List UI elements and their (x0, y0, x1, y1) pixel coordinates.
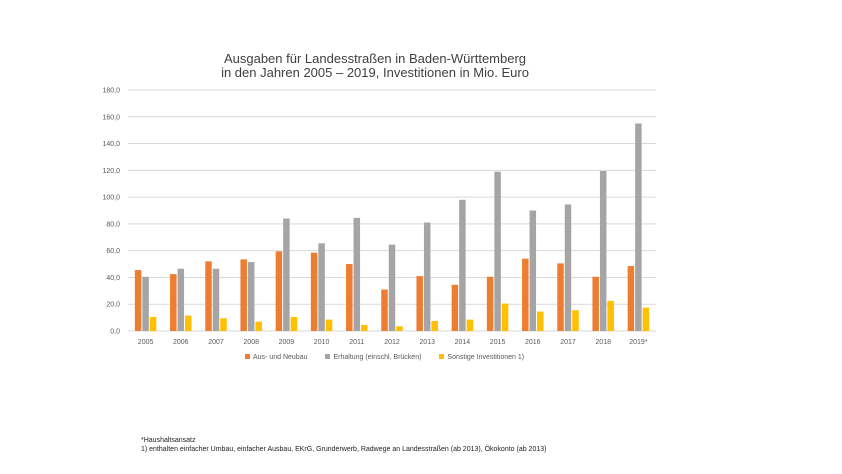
chart-title-line-2: in den Jahren 2005 – 2019, Investitionen… (221, 65, 529, 80)
bar-aus-und-neubau-2007 (205, 261, 212, 331)
bar-sonstige-investitionen-1--2017 (572, 310, 579, 331)
x-tick-label: 2006 (173, 339, 189, 346)
x-tick-label: 2008 (243, 339, 259, 346)
bar-erhaltung-einschl-br-cken--2019 (635, 123, 642, 331)
y-tick-label: 80,0 (106, 221, 120, 228)
bar-aus-und-neubau-2015 (486, 276, 494, 331)
legend-swatch (325, 354, 331, 359)
chart-title-line-1: Ausgaben für Landesstraßen in Baden-Würt… (223, 51, 527, 66)
x-tick-label: 2010 (314, 339, 330, 346)
x-tick-label: 2005 (138, 339, 154, 346)
x-tick-label: 2013 (419, 339, 435, 346)
bar-aus-und-neubau-2016 (522, 258, 529, 331)
bar-erhaltung-einschl-br-cken--2008 (247, 262, 255, 331)
footnote-1: 1) enthalten einfacher Umbau, einfacher … (141, 446, 547, 453)
x-tick-label: 2014 (455, 339, 471, 346)
x-tick-label: 2009 (279, 339, 295, 346)
bar-erhaltung-einschl-br-cken--2015 (494, 171, 501, 331)
x-tick-label: 2015 (490, 339, 506, 346)
x-tick-label: 2018 (595, 339, 611, 346)
bar-erhaltung-einschl-br-cken--2012 (388, 244, 396, 331)
legend-item-aus-neubau: Aus- und Neubau (245, 354, 307, 361)
y-tick-label: 60,0 (106, 248, 120, 255)
bar-erhaltung-einschl-br-cken--2014 (459, 199, 466, 331)
x-tick-label: 2012 (384, 339, 400, 346)
bar-aus-und-neubau-2010 (310, 252, 318, 331)
bar-aus-und-neubau-2019 (627, 266, 635, 331)
bar-erhaltung-einschl-br-cken--2007 (212, 268, 220, 331)
bar-sonstige-investitionen-1--2015 (501, 303, 509, 331)
bar-erhaltung-einschl-br-cken--2010 (318, 243, 325, 331)
x-tick-label: 2017 (560, 339, 576, 346)
bar-sonstige-investitionen-1--2018 (607, 300, 614, 331)
bar-erhaltung-einschl-br-cken--2005 (142, 276, 149, 331)
bar-aus-und-neubau-2013 (416, 276, 423, 331)
bar-erhaltung-einschl-br-cken--2016 (529, 210, 537, 331)
bar-sonstige-investitionen-1--2008 (255, 321, 262, 331)
bar-erhaltung-einschl-br-cken--2009 (283, 218, 290, 331)
bar-aus-und-neubau-2009 (275, 251, 283, 331)
bar-aus-und-neubau-2017 (557, 263, 564, 331)
legend: Aus- und Neubau Erhaltung (einschl. Brüc… (245, 354, 524, 361)
bar-aus-und-neubau-2018 (592, 276, 599, 331)
bar-erhaltung-einschl-br-cken--2011 (353, 217, 361, 331)
bar-aus-und-neubau-2014 (451, 284, 459, 331)
legend-label: Erhaltung (einschl. Brücken) (333, 354, 422, 361)
bar-sonstige-investitionen-1--2009 (290, 316, 298, 331)
footnote-haushaltsansatz: *Haushaltsansatz (141, 437, 196, 444)
bar-sonstige-investitionen-1--2019 (642, 307, 650, 331)
bar-aus-und-neubau-2005 (134, 270, 142, 331)
bar-aus-und-neubau-2008 (240, 259, 247, 331)
bar-sonstige-investitionen-1--2005 (149, 316, 157, 331)
y-tick-label: 120,0 (102, 168, 120, 175)
bar-sonstige-investitionen-1--2010 (325, 319, 333, 331)
x-tick-label: 2016 (525, 339, 541, 346)
bar-sonstige-investitionen-1--2012 (396, 326, 403, 331)
bar-erhaltung-einschl-br-cken--2013 (423, 222, 431, 331)
bar-aus-und-neubau-2012 (381, 289, 388, 331)
x-tick-label: 2019* (629, 339, 648, 346)
legend-swatch (439, 354, 445, 359)
legend-label: Aus- und Neubau (253, 354, 308, 361)
bar-sonstige-investitionen-1--2016 (537, 311, 544, 331)
bar-erhaltung-einschl-br-cken--2006 (177, 268, 185, 331)
bar-aus-und-neubau-2011 (346, 264, 353, 331)
legend-label: Sonstige Investitionen 1) (447, 354, 525, 361)
bar-sonstige-investitionen-1--2013 (431, 320, 438, 331)
legend-swatch (245, 354, 250, 359)
y-tick-label: 180,0 (102, 88, 120, 95)
y-tick-label: 20,0 (106, 302, 120, 309)
bar-aus-und-neubau-2006 (170, 274, 177, 331)
y-tick-label: 140,0 (102, 141, 120, 148)
bar-erhaltung-einschl-br-cken--2018 (599, 171, 607, 331)
legend-item-sonstige: Sonstige Investitionen 1) (439, 354, 524, 361)
bar-erhaltung-einschl-br-cken--2017 (564, 204, 572, 331)
y-tick-label: 160,0 (102, 114, 120, 121)
y-tick-label: 100,0 (102, 195, 120, 202)
x-tick-label: 2011 (349, 339, 364, 346)
x-tick-label: 2007 (208, 339, 224, 346)
bar-sonstige-investitionen-1--2007 (220, 318, 227, 331)
bar-sonstige-investitionen-1--2011 (361, 324, 368, 331)
bar-sonstige-investitionen-1--2014 (466, 319, 474, 331)
y-tick-label: 0,0 (110, 329, 120, 336)
bar-sonstige-investitionen-1--2006 (185, 315, 192, 331)
legend-item-erhaltung: Erhaltung (einschl. Brücken) (325, 354, 421, 361)
y-tick-label: 40,0 (106, 275, 120, 282)
